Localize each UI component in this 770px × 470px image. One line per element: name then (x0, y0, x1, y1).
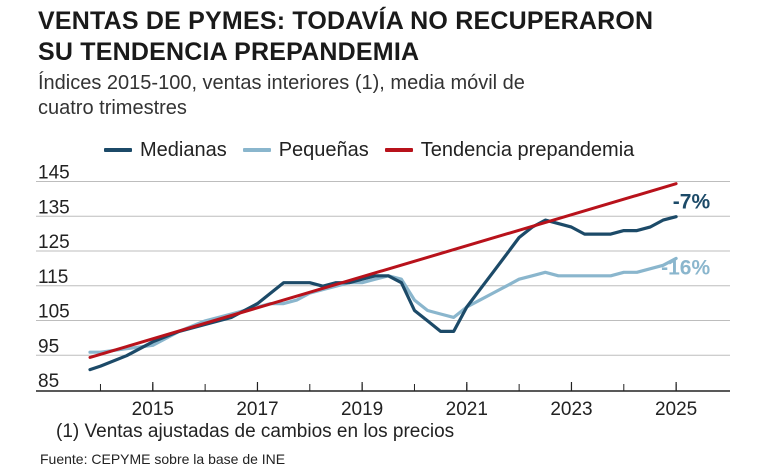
chart-subtitle: Índices 2015-100, ventas interiores (1),… (38, 71, 758, 121)
legend-item-medianas: Medianas (104, 139, 227, 162)
series-line-tendencia-prepandemia (88, 182, 678, 359)
y-tick-125: 125 (38, 232, 70, 253)
y-tick-95: 95 (38, 336, 59, 357)
legend-label-medianas: Medianas (140, 138, 227, 161)
legend-item-pequenas: Pequeñas (242, 138, 369, 162)
footnote: (1) Ventas ajustadas de cambios en los p… (56, 421, 455, 442)
y-tick-105: 105 (38, 302, 70, 323)
legend-item-tendencia: Tendencia prepandemia (384, 138, 635, 162)
x-tick-2023: 2023 (550, 399, 592, 420)
chart-title-line-2: SU TENDENCIA PREPANDEMIA (38, 38, 420, 66)
chart-legend: Medianas Pequeñas Tendencia prepandemia (104, 137, 650, 163)
legend-swatch-tendencia (384, 148, 413, 152)
x-tick-2015: 2015 (132, 399, 174, 420)
chart-title: VENTAS DE PYMES: TODAVÍA NO RECUPERARON … (38, 6, 758, 68)
series-line-pequenas (88, 256, 678, 354)
chart-subtitle-line-2: cuatro trimestres (38, 97, 187, 119)
y-tick-145: 145 (38, 163, 70, 184)
y-tick-115: 115 (38, 267, 68, 288)
legend-swatch-pequenas (242, 148, 271, 152)
y-tick-85: 85 (38, 371, 59, 392)
legend-label-pequenas: Pequeñas (278, 138, 369, 161)
x-tick-2021: 2021 (446, 399, 488, 420)
x-tick-2019: 2019 (341, 399, 383, 420)
legend-swatch-medianas (104, 148, 132, 152)
y-tick-135: 135 (38, 197, 70, 218)
annotation-pequenas: -16% (661, 256, 710, 279)
source-note: Fuente: CEPYME sobre la base de INE (40, 451, 286, 467)
x-tick-2017: 2017 (236, 399, 278, 420)
legend-label-tendencia: Tendencia prepandemia (420, 138, 635, 161)
x-tick-2025: 2025 (655, 399, 697, 420)
series-line-medianas (88, 215, 678, 372)
chart-subtitle-line-1: Índices 2015-100, ventas interiores (1),… (38, 72, 525, 94)
chart-title-line-1: VENTAS DE PYMES: TODAVÍA NO RECUPERARON (38, 7, 654, 35)
annotation-medianas: -7% (673, 191, 711, 214)
